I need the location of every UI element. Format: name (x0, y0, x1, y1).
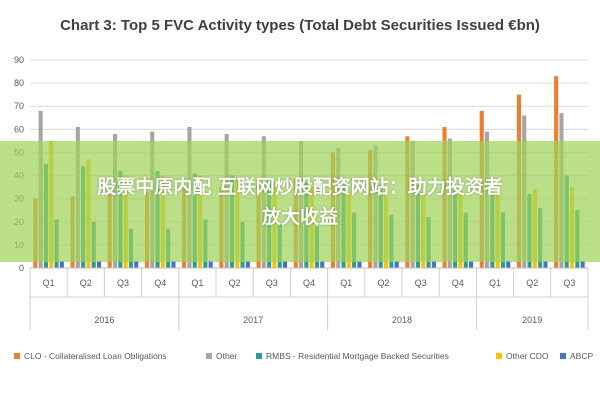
x-tick-label: Q2 (377, 278, 389, 288)
year-label: 2018 (392, 315, 412, 325)
x-tick-label: Q4 (154, 278, 166, 288)
y-tick-label: 70 (14, 101, 24, 111)
year-label: 2016 (94, 315, 114, 325)
legend-swatch (496, 353, 502, 359)
bar (506, 261, 511, 268)
bar (245, 261, 250, 268)
overlay-banner: 股票中原内配 互联网炒股配资网站：助力投资者 放大收益 (0, 141, 600, 262)
y-tick-label: 90 (14, 55, 24, 65)
x-tick-label: Q2 (526, 278, 538, 288)
x-tick-label: Q1 (340, 278, 352, 288)
bar (208, 261, 213, 268)
x-tick-label: Q3 (563, 278, 575, 288)
bar (469, 261, 474, 268)
x-tick-label: Q3 (117, 278, 129, 288)
bar (320, 261, 325, 268)
year-label: 2017 (243, 315, 263, 325)
x-tick-label: Q1 (43, 278, 55, 288)
legend-label: CLO - Collateralised Loan Obligations (24, 351, 167, 361)
year-label: 2019 (522, 315, 542, 325)
x-tick-label: Q2 (229, 278, 241, 288)
x-tick-label: Q3 (266, 278, 278, 288)
bar (171, 261, 176, 268)
overlay-text-line-1: 股票中原内配 互联网炒股配资网站：助力投资者 (97, 175, 503, 198)
bar (357, 261, 362, 268)
x-tick-label: Q2 (80, 278, 92, 288)
y-tick-label: 60 (14, 124, 24, 134)
bar (283, 261, 288, 268)
overlay-text-line-2: 放大收益 (261, 205, 338, 228)
bar (431, 261, 436, 268)
x-tick-label: Q4 (452, 278, 464, 288)
legend-swatch (560, 353, 566, 359)
legend-swatch (256, 353, 262, 359)
bar (543, 261, 548, 268)
legend-label: Other CDO (506, 351, 549, 361)
legend-swatch (14, 353, 20, 359)
chart-title: Chart 3: Top 5 FVC Activity types (Total… (60, 17, 540, 34)
x-tick-label: Q4 (303, 278, 315, 288)
x-axis: Q1 Q2 Q3 Q4 Q1 Q2 Q3 Q4 Q1 Q2 Q3 Q4 Q1 Q2 Q3 2016 2017 20… (29, 267, 589, 330)
y-tick-label: 80 (14, 78, 24, 88)
x-tick-label: Q3 (415, 278, 427, 288)
bar (134, 261, 139, 268)
bar (97, 261, 102, 268)
x-tick-label: Q1 (489, 278, 501, 288)
x-tick-label: Q1 (191, 278, 203, 288)
legend: CLO - Collateralised Loan Obligations Oth… (14, 351, 593, 361)
y-tick-label: 0 (19, 263, 24, 273)
legend-swatch (206, 353, 212, 359)
bar (394, 261, 399, 268)
legend-label: Other (216, 351, 237, 361)
legend-label: ABCP (570, 351, 593, 361)
bar (59, 261, 64, 268)
bar (580, 261, 585, 268)
legend-label: RMBS - Residential Mortgage Backed Secur… (266, 351, 449, 361)
